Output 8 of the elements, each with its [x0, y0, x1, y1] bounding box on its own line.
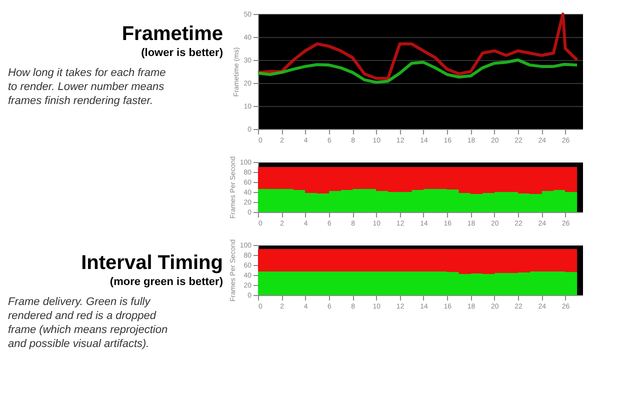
- text: (lower is better): [141, 47, 224, 59]
- text: (more green is better): [110, 276, 224, 288]
- text: How long it takes for each frame to render. Lower number means frames finish rendering faster.: [8, 67, 166, 107]
- chart-title: Frametime: [122, 23, 223, 45]
- line-series: [256, 58, 579, 84]
- line-series: [256, 12, 579, 80]
- text: Interval Timing: [81, 252, 223, 274]
- text: Frame delivery. Green is fully rendered and red is a dropped frame (which means reprojection and possible visual artifacts).: [8, 296, 168, 350]
